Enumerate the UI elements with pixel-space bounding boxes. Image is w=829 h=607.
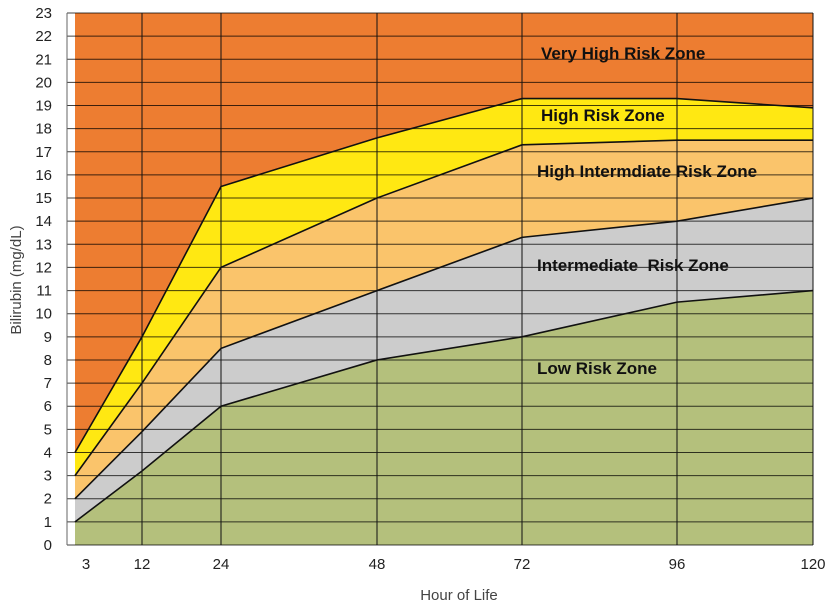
zone-very-high xyxy=(75,13,813,453)
y-tick-label: 21 xyxy=(35,51,52,68)
zone-label-intermediate: Intermediate Risk Zone xyxy=(537,256,729,275)
y-tick-label: 0 xyxy=(44,537,52,554)
y-tick-label: 11 xyxy=(36,283,52,300)
y-tick-label: 14 xyxy=(35,213,52,230)
x-tick-label: 12 xyxy=(134,556,151,573)
y-tick-label: 10 xyxy=(35,306,52,323)
y-tick-label: 23 xyxy=(35,5,52,22)
zone-intermediate xyxy=(75,198,813,522)
x-tick-label: 24 xyxy=(213,556,230,573)
y-tick-label: 3 xyxy=(44,468,52,485)
y-tick-label: 4 xyxy=(44,444,52,461)
zone-high xyxy=(75,98,813,476)
y-tick-label: 15 xyxy=(35,190,52,207)
y-tick-label: 18 xyxy=(35,121,52,138)
y-tick-label: 20 xyxy=(35,74,52,91)
x-tick-label: 48 xyxy=(369,556,386,573)
x-tick-label: 120 xyxy=(800,556,825,573)
zone-high-intermediate xyxy=(75,140,813,499)
y-tick-label: 19 xyxy=(35,98,52,115)
y-tick-label: 2 xyxy=(44,491,52,508)
boundary-low xyxy=(74,289,814,523)
y-tick-label: 5 xyxy=(44,421,52,438)
y-tick-label: 16 xyxy=(35,167,52,184)
zone-label-high-intermediate: High Intermdiate Risk Zone xyxy=(537,162,757,181)
y-tick-label: 13 xyxy=(35,236,52,253)
zone-labels: Very High Risk Zone High Risk Zone High … xyxy=(537,44,757,378)
y-tick-label: 12 xyxy=(35,259,52,276)
zone-label-very-high: Very High Risk Zone xyxy=(541,44,705,63)
zone-label-high: High Risk Zone xyxy=(541,106,665,125)
y-tick-label: 9 xyxy=(44,329,52,346)
boundary-intermediate xyxy=(74,197,814,500)
x-tick-label: 72 xyxy=(514,556,531,573)
boundary-high xyxy=(74,97,814,453)
y-tick-label: 1 xyxy=(44,514,52,531)
boundary-high-intermediate xyxy=(74,139,813,477)
y-tick-label: 6 xyxy=(44,398,52,415)
x-tick-labels: 3 12 24 48 72 96 120 xyxy=(82,556,826,573)
y-tick-label: 8 xyxy=(44,352,52,369)
boundary-lines-layer xyxy=(74,97,814,523)
x-axis-title: Hour of Life xyxy=(420,587,498,604)
x-tick-label: 3 xyxy=(82,556,90,573)
x-tick-label: 96 xyxy=(669,556,686,573)
grid-layer xyxy=(67,12,813,546)
zone-label-low: Low Risk Zone xyxy=(537,359,657,378)
y-tick-label: 7 xyxy=(44,375,52,392)
y-tick-label: 17 xyxy=(35,144,52,161)
y-tick-label: 22 xyxy=(35,28,52,45)
zones-layer xyxy=(75,13,813,545)
vertical-lines-layer xyxy=(66,13,814,545)
y-axis-title: Bilirubin (mg/dL) xyxy=(8,225,25,334)
zone-low xyxy=(75,290,813,545)
